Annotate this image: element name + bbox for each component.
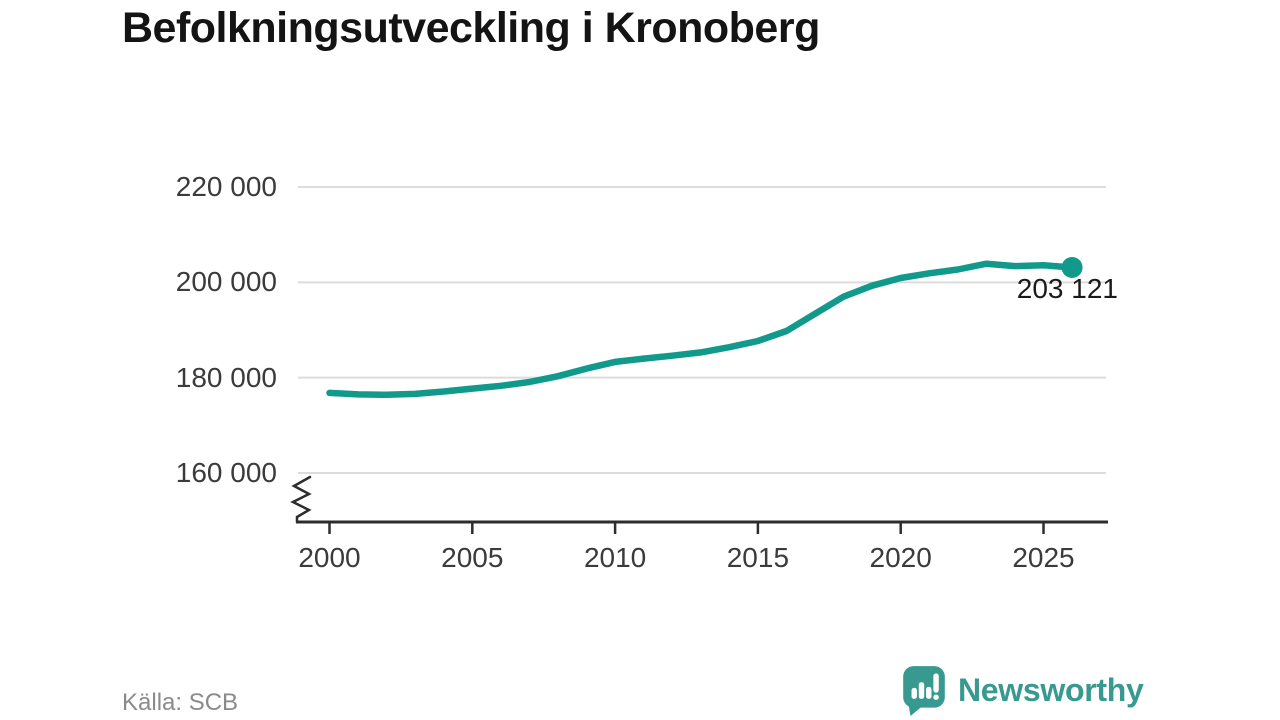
newsworthy-speech-bubble-bars-icon (903, 666, 945, 716)
y-tick-label: 160 000 (175, 457, 277, 488)
newsworthy-logo-text: Newsworthy (958, 672, 1144, 708)
y-tick-label: 200 000 (175, 266, 277, 298)
population-line (326, 260, 1076, 399)
end-point-marker (1061, 256, 1083, 278)
chart-title: Befolkningsutveckling i Kronoberg (122, 4, 820, 52)
x-tick-label: 2005 (441, 542, 504, 573)
y-tick-label: 220 000 (175, 171, 277, 202)
source-note: Källa: SCB (122, 689, 239, 716)
x-tick-label: 2010 (583, 542, 647, 573)
x-tick-label: 2015 (726, 542, 790, 573)
newsworthy-logo[interactable]: Newsworthy (899, 664, 1144, 716)
x-tick-label: 2000 (298, 542, 361, 573)
y-tick-label: 180 000 (175, 361, 277, 393)
x-tick-label: 2025 (1012, 542, 1075, 573)
x-tick-label: 2020 (869, 542, 932, 573)
latest-value-label: 203 121 (1016, 273, 1118, 304)
axis-break-icon (290, 475, 312, 524)
